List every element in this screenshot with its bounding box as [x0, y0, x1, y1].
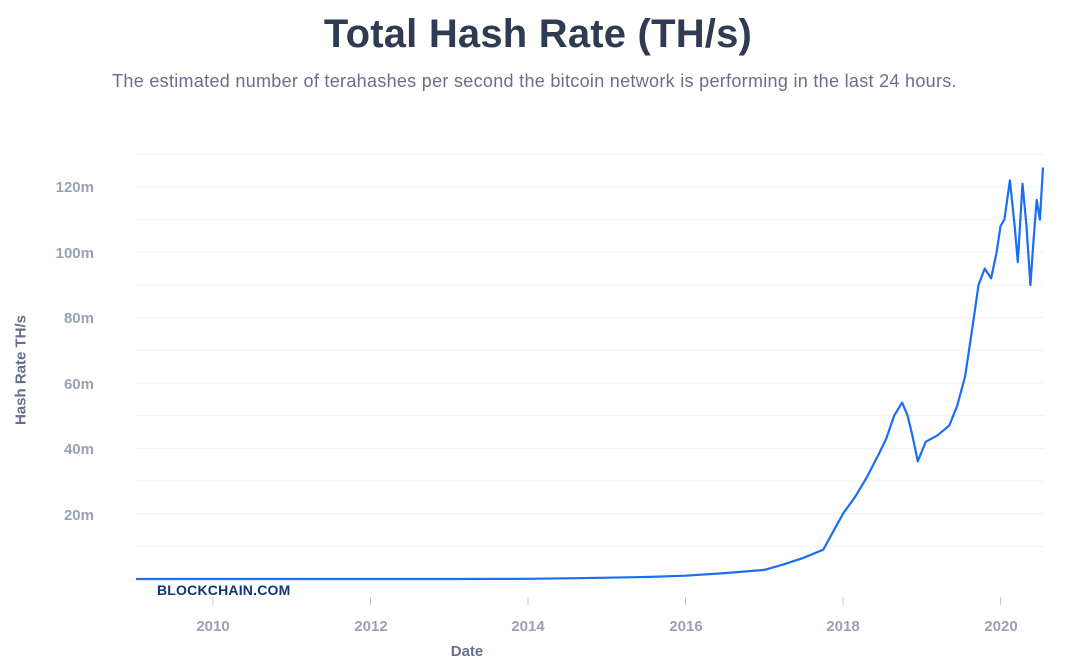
- y-tick-40m: 40m: [63, 441, 94, 458]
- y-tick-80m: 80m: [63, 310, 94, 327]
- x-tick-2010: 2010: [196, 618, 230, 635]
- blockchain-watermark-logo: BLOCKCHAIN.COM: [157, 582, 291, 598]
- x-tick-2018: 2018: [826, 618, 860, 635]
- gridlines: [136, 153, 1043, 547]
- x-tick-2020: 2020: [984, 618, 1018, 635]
- chart-subtitle: The estimated number of terahashes per s…: [112, 71, 957, 91]
- y-tick-20m: 20m: [63, 507, 94, 524]
- hash-rate-line: [136, 167, 1045, 581]
- x-axis-label: Date: [450, 643, 484, 660]
- y-tick-120m: 120m: [55, 179, 94, 196]
- y-tick-60m: 60m: [63, 376, 94, 393]
- x-axis-tick-marks: [212, 597, 1001, 605]
- x-tick-2012: 2012: [354, 618, 388, 635]
- x-tick-2016: 2016: [669, 618, 703, 635]
- chart-title: Total Hash Rate (TH/s): [323, 12, 753, 56]
- y-axis-label: Hash Rate TH/s: [12, 314, 30, 426]
- y-tick-100m: 100m: [55, 245, 94, 262]
- x-tick-2014: 2014: [511, 618, 545, 635]
